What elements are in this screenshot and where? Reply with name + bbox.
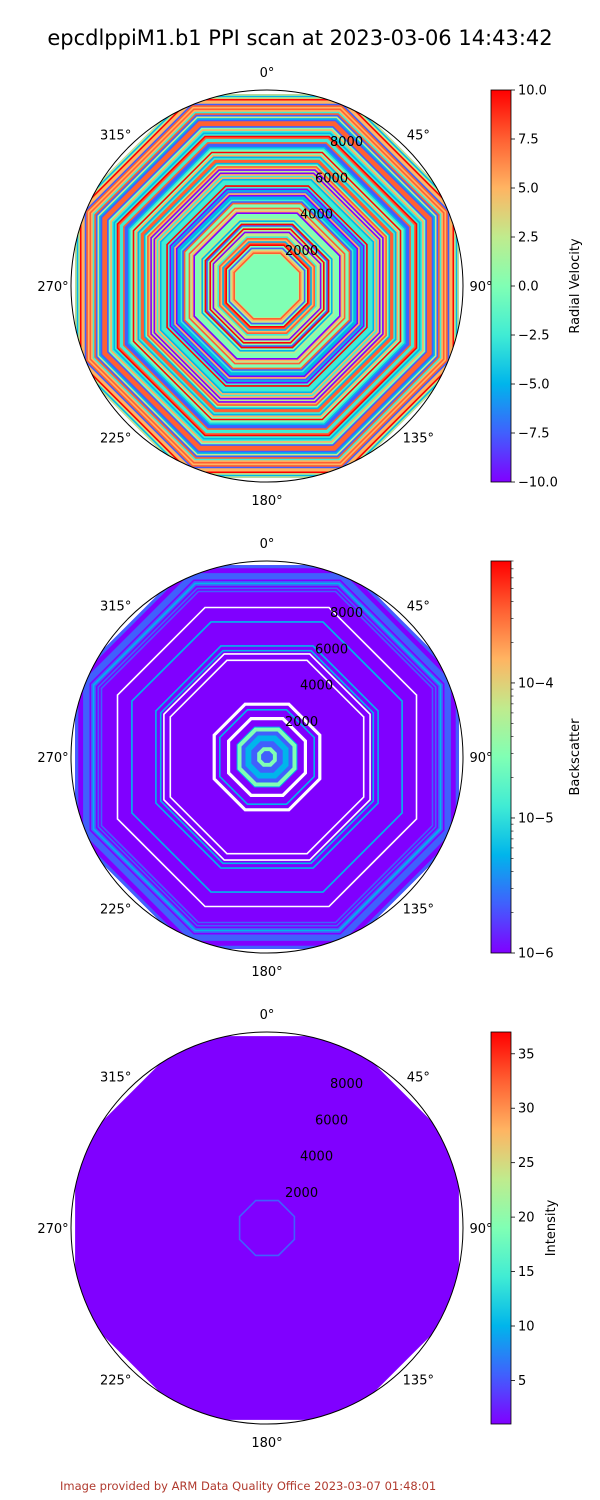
r-tick-label: 6000 (315, 1113, 348, 1128)
colorbar-2: 10−4 10−5 10−6 Backscatter (490, 560, 583, 962)
theta-label: 225° (100, 1373, 131, 1388)
colorbar-tick-label: 7.5 (518, 133, 539, 148)
colorbar-tick-label: 2.5 (518, 231, 539, 246)
colorbar-label: Intensity (544, 1199, 559, 1256)
colorbar-label: Backscatter (568, 718, 583, 796)
colorbar-tick-label: −2.5 (518, 329, 550, 344)
theta-label: 90° (469, 1222, 492, 1237)
figure-title: epcdlppiM1.b1 PPI scan at 2023-03-06 14:… (47, 26, 553, 50)
colorbar-tick-label: 20 (518, 1211, 535, 1226)
r-tick-label: 4000 (300, 208, 333, 223)
theta-label: 315° (100, 1071, 131, 1086)
r-tick-label: 4000 (300, 679, 333, 694)
theta-label: 180° (251, 1436, 282, 1451)
colorbar-tick-label: 5 (518, 1374, 526, 1389)
theta-label: 45° (407, 1071, 430, 1086)
ppi-inner-ring (238, 1199, 296, 1257)
theta-label: 225° (100, 431, 131, 446)
ppi-data-3 (75, 1036, 459, 1420)
footer-credit: Image provided by ARM Data Quality Offic… (60, 1479, 437, 1493)
colorbar-tick-label: 10.0 (518, 84, 547, 99)
colorbar-1: 10.0 7.5 5.0 2.5 0.0 −2.5 −5.0 −7.5 −10.0 Radial … (490, 84, 583, 491)
r-tick-label: 8000 (330, 1077, 363, 1092)
ppi-data-1 (75, 94, 459, 478)
theta-label: 0° (260, 537, 275, 552)
ppi-data-2 (75, 565, 459, 949)
r-tick-label: 6000 (315, 642, 348, 657)
colorbar-tick-label: 0.0 (518, 280, 539, 295)
theta-label: 315° (100, 600, 131, 615)
r-tick-label: 8000 (330, 606, 363, 621)
colorbar-tick-label: 5.0 (518, 182, 539, 197)
theta-label: 135° (403, 431, 434, 446)
theta-label: 270° (37, 751, 68, 766)
r-tick-label: 4000 (300, 1150, 333, 1165)
colorbar-tick-label: −10.0 (518, 476, 558, 491)
theta-label: 180° (251, 494, 282, 509)
ppi-panel-3: 0° 45° 90° 135° 180° 225° 270° 315° 2000 4000 6000… (37, 1008, 559, 1451)
r-tick-label: 2000 (285, 244, 318, 259)
colorbar-gradient (490, 560, 512, 954)
colorbar-tick-label: −5.0 (518, 378, 550, 393)
colorbar-tick-label: 10−5 (518, 811, 554, 826)
polar-frame (70, 1031, 464, 1425)
colorbar-tick-label: 15 (518, 1265, 535, 1280)
ppi-panel-2: 0° 45° 90° 135° 180° 225° 270° 315° 2000 4000 6000… (37, 537, 583, 980)
theta-label: 180° (251, 965, 282, 980)
ppi-core (235, 254, 299, 318)
theta-label: 45° (407, 129, 430, 144)
r-tick-label: 8000 (330, 135, 363, 150)
polar-frame (70, 560, 464, 954)
colorbar-3: 35 30 25 20 15 10 5 Intensity (490, 1031, 559, 1425)
theta-label: 0° (260, 1008, 275, 1023)
theta-label: 45° (407, 600, 430, 615)
colorbar-tick-label: 10 (518, 1320, 535, 1335)
theta-label: 90° (469, 751, 492, 766)
colorbar-gradient (490, 89, 512, 483)
colorbar-tick-label: 35 (518, 1047, 535, 1062)
theta-label: 225° (100, 902, 131, 917)
r-tick-label: 6000 (315, 171, 348, 186)
colorbar-tick-label: 10−4 (518, 676, 554, 691)
ppi-panel-1: 0° 45° 90° 135° 180° 225° 270° 315° 2000 4000 6000… (37, 66, 583, 509)
r-tick-label: 2000 (285, 715, 318, 730)
colorbar-gradient (490, 1031, 512, 1425)
theta-label: 135° (403, 902, 434, 917)
colorbar-label: Radial Velocity (568, 238, 583, 334)
theta-label: 0° (260, 66, 275, 81)
ppi-base-fill (75, 1036, 459, 1420)
colorbar-tick-label: 25 (518, 1156, 535, 1171)
colorbar-tick-label: 30 (518, 1102, 535, 1117)
theta-label: 270° (37, 1222, 68, 1237)
r-tick-label: 2000 (285, 1186, 318, 1201)
theta-label: 135° (403, 1373, 434, 1388)
theta-label: 315° (100, 129, 131, 144)
polar-frame (70, 89, 464, 483)
colorbar-tick-label: −7.5 (518, 427, 550, 442)
theta-label: 90° (469, 280, 492, 295)
ppi-core (261, 751, 273, 763)
colorbar-tick-label: 10−6 (518, 947, 554, 962)
theta-label: 270° (37, 280, 68, 295)
